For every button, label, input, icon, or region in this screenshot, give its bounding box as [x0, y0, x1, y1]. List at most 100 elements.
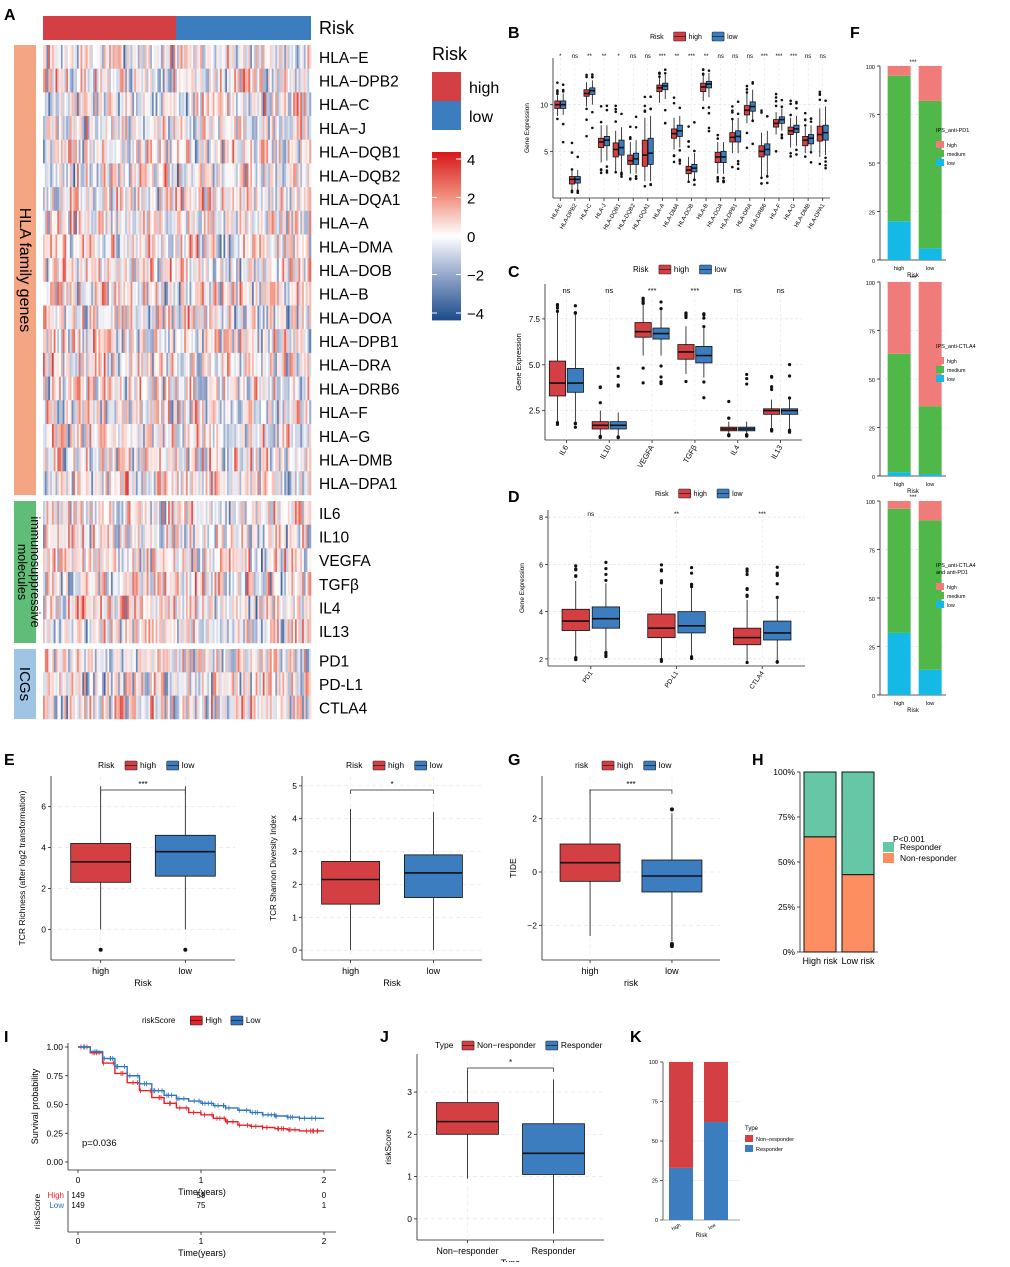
heatmap-cell [93, 116, 95, 140]
heatmap-cell [297, 116, 299, 140]
heatmap-cell [139, 448, 141, 472]
heatmap-cell [73, 140, 75, 164]
heatmap-cell [275, 696, 277, 720]
heatmap-cell [84, 501, 86, 525]
heatmap-cell [77, 672, 79, 696]
heatmap-cell [261, 116, 263, 140]
heatmap-cell [166, 282, 168, 306]
heatmap-cell [257, 696, 259, 720]
heatmap-cell [223, 377, 225, 401]
heatmap-cell [161, 448, 163, 472]
heatmap-cell [163, 525, 165, 549]
heatmap-cell [295, 211, 297, 235]
heatmap-cell [127, 501, 129, 525]
heatmap-cell [111, 448, 113, 472]
heatmap-cell [88, 116, 90, 140]
heatmap-cell [231, 234, 233, 258]
heatmap-cell [47, 258, 49, 282]
heatmap-cell [238, 377, 240, 401]
heatmap-cell [93, 258, 95, 282]
heatmap-cell [68, 353, 70, 377]
heatmap-cell [181, 69, 183, 93]
heatmap-cell [273, 353, 275, 377]
heatmap-cell [286, 400, 288, 424]
heatmap-cell [152, 548, 154, 572]
heatmap-cell [306, 596, 308, 620]
heatmap-cell [77, 696, 79, 720]
heatmap-cell [198, 572, 200, 596]
heatmap-cell [168, 448, 170, 472]
heatmap-cell [147, 596, 149, 620]
heatmap-cell [261, 329, 263, 353]
heatmap-cell [198, 69, 200, 93]
heatmap-cell [215, 525, 217, 549]
x-tick-label-group: VEGFA [636, 444, 656, 470]
heatmap-cell [229, 572, 231, 596]
heatmap-cell [163, 548, 165, 572]
risk-legend-high-label: high [469, 80, 499, 97]
heatmap-cell [72, 619, 74, 643]
heatmap-cell [154, 501, 156, 525]
heatmap-cell [163, 400, 165, 424]
heatmap-cell [122, 353, 124, 377]
outlier-point [687, 145, 690, 148]
heatmap-cell [48, 45, 50, 69]
heatmap-cell [181, 187, 183, 211]
heatmap-cell [290, 69, 292, 93]
heatmap-cell [268, 187, 270, 211]
heatmap-cell [277, 258, 279, 282]
heatmap-cell [81, 140, 83, 164]
outlier-point [781, 136, 784, 139]
heatmap-cell [175, 282, 177, 306]
heatmap-cell [200, 306, 202, 330]
heatmap-cell [139, 400, 141, 424]
outlier-point [716, 137, 719, 140]
heatmap-cell [47, 424, 49, 448]
heatmap-cell [209, 258, 211, 282]
heatmap-cell [240, 116, 242, 140]
heatmap-cell [288, 400, 290, 424]
heatmap-cell [56, 211, 58, 235]
heatmap-cell [272, 306, 274, 330]
heatmap-cell [254, 525, 256, 549]
heatmap-cell [250, 696, 252, 720]
heatmap-cell [122, 163, 124, 187]
heatmap-cell [107, 353, 109, 377]
heatmap-cell [270, 163, 272, 187]
outlier-point [659, 307, 662, 310]
heatmap-cell [247, 258, 249, 282]
heatmap-cell [188, 140, 190, 164]
heatmap-cell [229, 234, 231, 258]
heatmap-cell [61, 329, 63, 353]
heatmap-cell [93, 548, 95, 572]
heatmap-cell [293, 69, 295, 93]
heatmap-cell [184, 377, 186, 401]
heatmap-cell [156, 572, 158, 596]
heatmap-cell [116, 596, 118, 620]
heatmap-cell [125, 45, 127, 69]
heatmap-cell [168, 572, 170, 596]
heatmap-cell [179, 400, 181, 424]
heatmap-cell [47, 649, 49, 673]
heatmap-cell [284, 548, 286, 572]
heatmap-cell [64, 501, 66, 525]
heatmap-cell [266, 92, 268, 116]
heatmap-cell [139, 548, 141, 572]
heatmap-cell [97, 400, 99, 424]
heatmap-cell [191, 525, 193, 549]
heatmap-cell [173, 548, 175, 572]
heatmap-cell [300, 163, 302, 187]
heatmap-cell [134, 424, 136, 448]
heatmap-cell [263, 140, 265, 164]
outlier-point [556, 89, 559, 92]
heatmap-cell [148, 140, 150, 164]
heatmap-cell [113, 572, 115, 596]
heatmap-cell [159, 306, 161, 330]
heatmap-cell [197, 140, 199, 164]
heatmap-cell [184, 400, 186, 424]
heatmap-cell [268, 329, 270, 353]
heatmap-cell [98, 501, 100, 525]
heatmap-cell [147, 572, 149, 596]
heatmap-cell [218, 306, 220, 330]
heatmap-cell [109, 69, 111, 93]
